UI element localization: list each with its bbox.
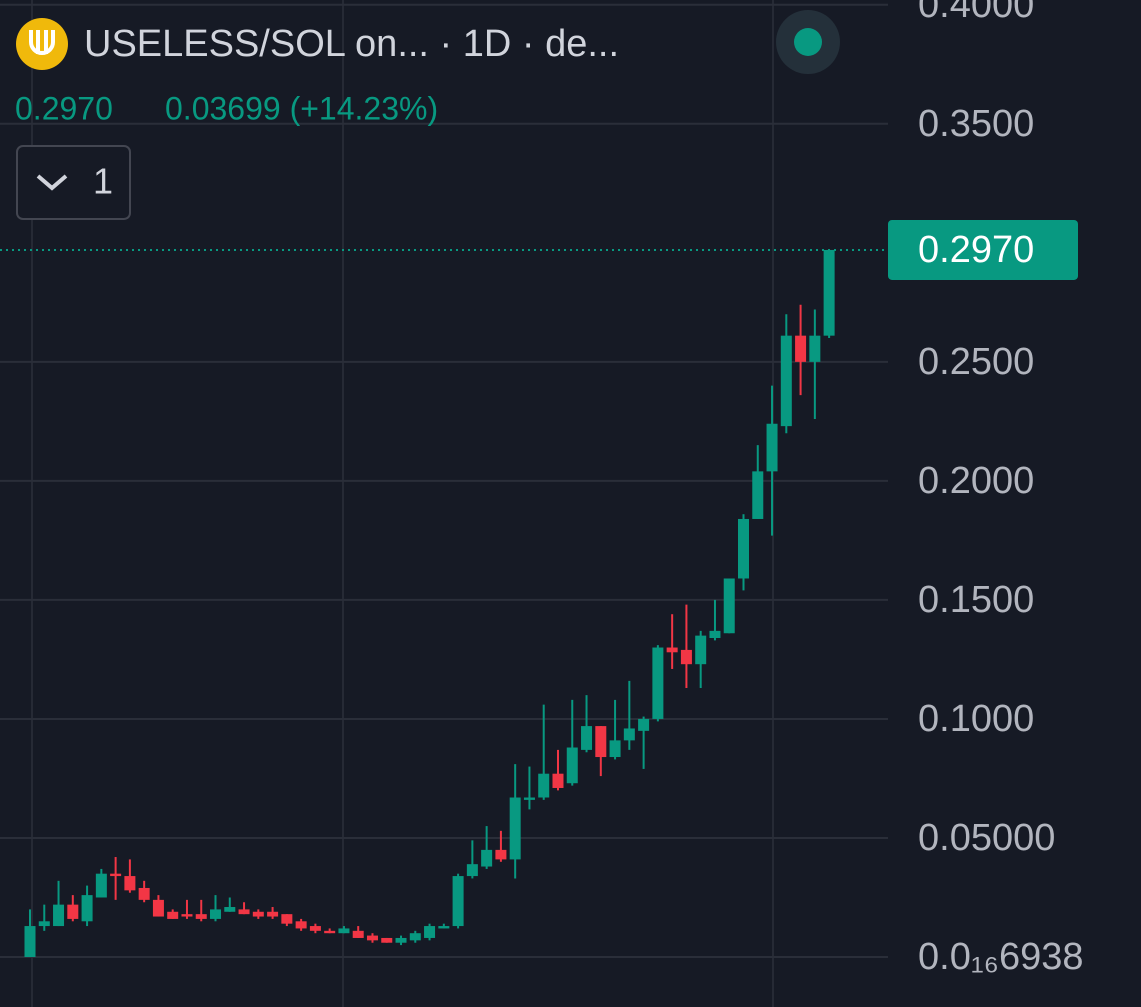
- candle-body: [709, 630, 721, 639]
- logo-glyph: [29, 30, 55, 55]
- candle-body: [152, 899, 164, 917]
- candle-body: [481, 849, 493, 867]
- candle-body: [224, 907, 236, 912]
- candle-body: [780, 335, 792, 427]
- candle-body: [652, 647, 664, 719]
- candle-body: [438, 926, 450, 929]
- y-tick-label: 0.3500: [918, 103, 1034, 145]
- collapse-button[interactable]: [16, 145, 131, 220]
- candle-body: [595, 726, 607, 758]
- candle-body: [538, 773, 550, 798]
- candle-body: [623, 728, 635, 741]
- chevron-icon: [36, 174, 68, 191]
- last-price-badge: [888, 219, 1078, 280]
- candle-body: [352, 930, 364, 938]
- candle-body: [823, 249, 835, 336]
- candle-body: [680, 649, 692, 665]
- candle-body: [766, 423, 778, 472]
- candle-body: [452, 876, 464, 927]
- candle-body: [238, 909, 250, 915]
- candle-body: [566, 747, 578, 784]
- candle-body: [466, 864, 478, 877]
- candle-body: [666, 647, 678, 653]
- candle-body: [523, 797, 535, 800]
- candle-body: [381, 937, 393, 943]
- candle-body: [267, 911, 279, 917]
- header-price: 0.2970: [15, 90, 113, 126]
- y-tick-label: 0.2500: [918, 341, 1034, 383]
- status-dot: [794, 28, 822, 56]
- plot: 0.4000 0.3500 0.2500 0.2000 0.1500 0.1000 0.05…: [0, 0, 1084, 978]
- candle-body: [281, 914, 293, 924]
- candle-body: [338, 928, 350, 934]
- y-tick-label: 0.2000: [918, 460, 1034, 502]
- candle-body: [38, 921, 50, 927]
- last-price-label: 0.2970: [918, 229, 1034, 271]
- candle-body: [424, 926, 436, 938]
- y-tick-label: 0.1000: [918, 698, 1034, 740]
- candle-body: [752, 471, 764, 519]
- y-tick-label: 0.0₁₆6938: [918, 936, 1084, 978]
- candle-body: [24, 926, 36, 958]
- y-tick-label: 0.05000: [918, 817, 1055, 859]
- y-tick-label: 0.4000: [918, 0, 1034, 26]
- candle-body: [324, 930, 336, 934]
- candle-body: [509, 797, 521, 860]
- candle-body: [67, 904, 79, 919]
- candle-body: [795, 335, 807, 362]
- candle-body: [723, 578, 735, 634]
- candle-body: [366, 935, 378, 941]
- candle-body: [695, 635, 707, 665]
- candle-body: [195, 914, 207, 919]
- candle-body: [138, 887, 150, 900]
- collapse-count: 1: [93, 161, 113, 202]
- candle-body: [552, 773, 564, 788]
- candle-body: [581, 726, 593, 750]
- header: USELESS/SOL on... · 1D · de... 0.2970 0.…: [15, 10, 840, 220]
- candle-body: [53, 904, 65, 927]
- candle-body: [609, 740, 621, 758]
- candle-body: [738, 518, 749, 579]
- candle-body: [295, 921, 307, 929]
- candle-body: [110, 873, 122, 877]
- candle-body: [181, 914, 193, 917]
- candle-body: [81, 895, 93, 922]
- symbol-title: USELESS/SOL on... · 1D · de...: [84, 23, 619, 65]
- candle-body: [638, 718, 650, 731]
- candle-body: [395, 937, 407, 943]
- candle-body: [210, 909, 222, 919]
- candle-body: [95, 873, 107, 898]
- candle-body: [309, 926, 321, 931]
- header-change: 0.03699 (+14.23%): [165, 90, 438, 126]
- candle-body: [252, 911, 264, 917]
- candle-body: [124, 876, 136, 891]
- y-tick-label: 0.1500: [918, 579, 1034, 621]
- symbol-logo: [16, 18, 68, 70]
- candle-body: [809, 335, 821, 362]
- candle-body: [409, 933, 421, 941]
- candle-body: [495, 849, 507, 860]
- candle-body: [167, 911, 179, 919]
